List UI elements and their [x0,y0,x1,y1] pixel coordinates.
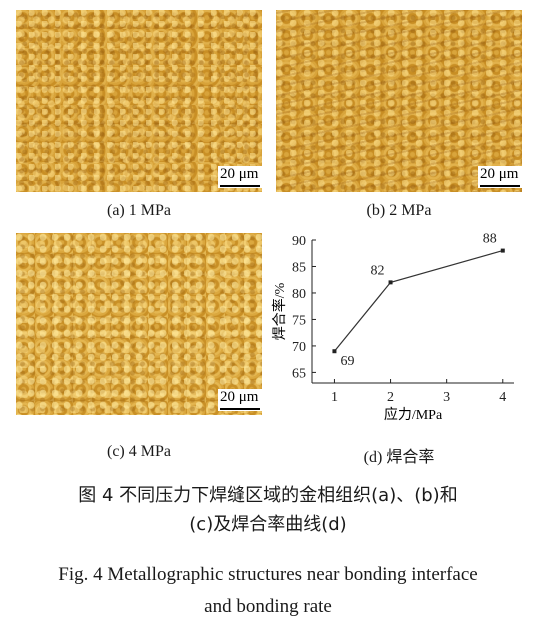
data-label: 88 [483,232,497,247]
scale-bar-label-a: 20 μm [220,166,259,182]
y-tick-label: 70 [292,340,306,355]
x-tick-label: 1 [331,390,338,405]
chart-series: 69 82 88 [332,232,505,369]
data-point [500,248,505,253]
scale-bar-line-a [220,185,260,187]
scale-bar-label-b: 20 μm [480,166,519,182]
panel-label-a: (a) 1 MPa [107,202,171,219]
y-tick-label: 90 [292,234,306,249]
scale-bar-label-c: 20 μm [220,389,259,405]
bonding-rate-chart: 65 70 75 80 85 90 1 2 3 4 69 82 88 焊合率/% 应力/MPa [271,232,514,423]
figure-caption-cn-line1: 图 4 不同压力下焊缝区域的金相组织(a)、(b)和 [78,485,458,506]
scale-bar-b: 20 μm [478,166,522,188]
y-tick-label: 80 [292,287,306,302]
data-label: 69 [340,354,354,369]
x-tick-label: 4 [499,390,506,405]
data-point [388,280,393,285]
micrograph-image-c [16,233,262,415]
chart-axes: 65 70 75 80 85 90 1 2 3 4 [292,234,514,405]
data-label: 82 [371,263,385,278]
x-tick-label: 2 [387,390,394,405]
y-tick-label: 75 [292,313,306,328]
panel-label-d: (d) 焊合率 [363,449,435,466]
data-point [332,349,337,354]
panel-label-b: (b) 2 MPa [366,202,432,219]
y-axis-label: 焊合率/% [271,282,288,340]
micrograph-image-b [276,10,522,192]
scale-bar-line-c [220,408,260,410]
x-tick-label: 3 [443,390,450,405]
scale-bar-c: 20 μm [218,389,262,411]
y-tick-label: 85 [292,260,306,275]
figure-caption-en-line2: and bonding rate [204,596,332,617]
panel-label-c: (c) 4 MPa [107,443,171,460]
scale-bar-a: 20 μm [218,166,262,188]
x-axis-label: 应力/MPa [384,406,443,423]
figure-caption-cn-line2: (c)及焊合率曲线(d) [189,514,347,535]
figure-caption-en-line1: Fig. 4 Metallographic structures near bo… [58,564,478,585]
y-tick-label: 65 [292,366,306,381]
scale-bar-line-b [480,185,520,187]
micrograph-image-a [16,10,262,192]
series-line [333,250,503,352]
